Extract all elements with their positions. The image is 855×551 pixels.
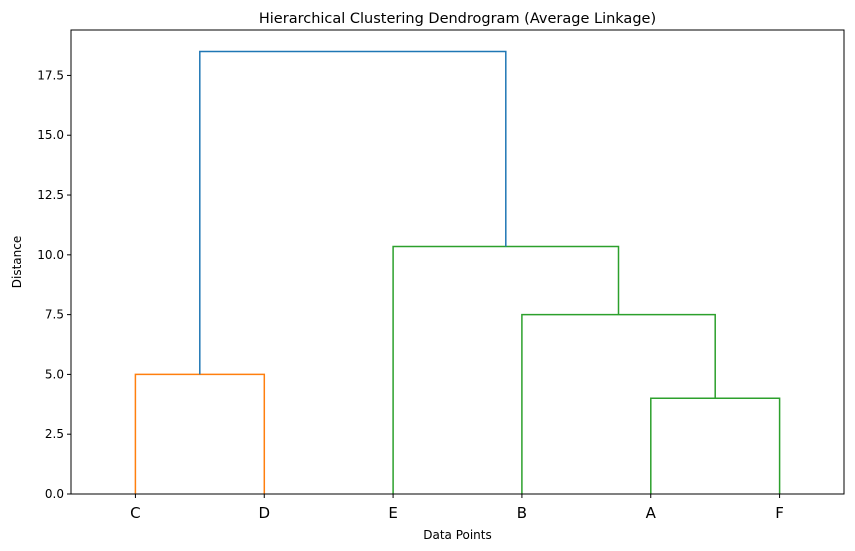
chart-title: Hierarchical Clustering Dendrogram (Aver…	[259, 11, 656, 27]
y-tick-label: 5.0	[45, 367, 64, 381]
leaf-label-a: A	[646, 504, 657, 522]
y-axis-ticks: 0.0 2.5 5.0 7.5 10.0 12.5 15.0 17.5	[37, 68, 71, 501]
x-axis-label: Data Points	[423, 528, 492, 542]
y-tick-label: 2.5	[45, 427, 64, 441]
y-tick-label: 0.0	[45, 487, 64, 501]
y-tick-label: 7.5	[45, 308, 64, 322]
dendrogram-link-3	[521, 313, 716, 494]
y-tick-label: 12.5	[37, 188, 64, 202]
y-tick-label: 17.5	[37, 68, 64, 82]
dendrogram-link-5	[199, 50, 507, 375]
leaf-label-b: B	[517, 504, 527, 522]
y-axis-label: Distance	[10, 236, 24, 288]
dendrogram-link-4	[392, 245, 620, 494]
y-tick-label: 15.0	[37, 128, 64, 142]
dendrogram-link-2	[650, 397, 781, 494]
leaf-label-f: F	[775, 504, 784, 522]
dendrogram-link-1	[134, 373, 266, 494]
y-tick-label: 10.0	[37, 248, 64, 262]
leaf-label-e: E	[388, 504, 397, 522]
leaf-label-c: C	[130, 504, 140, 522]
plot-frame	[70, 29, 845, 495]
leaf-label-d: D	[258, 504, 270, 522]
dendrogram-links	[134, 50, 781, 494]
